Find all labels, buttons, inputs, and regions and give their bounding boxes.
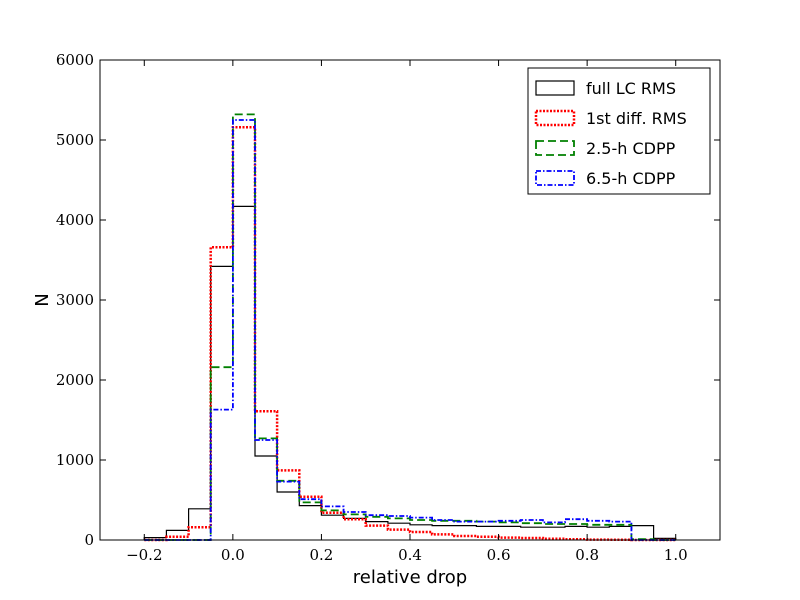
y-tick-label: 3000 <box>56 291 94 309</box>
legend: full LC RMS 1st diff. RMS 2.5-h CDPP 6.5-h … <box>527 67 711 195</box>
x-tick-label: 0.6 <box>487 546 511 564</box>
x-axis-label: relative drop <box>353 567 468 588</box>
y-tick-label: 6000 <box>56 51 94 69</box>
legend-swatch-3 <box>535 140 575 156</box>
axis-ticks: −0.2 0.0 0.2 0.4 0.6 0.8 1.0 0 1000 2000 3000 4000 5… <box>56 51 720 564</box>
x-tick-label: 0.0 <box>221 546 245 564</box>
legend-box <box>527 67 711 195</box>
x-tick-label: 0.2 <box>309 546 333 564</box>
legend-label-4: 6.5-h CDPP <box>586 169 676 188</box>
y-tick-label: 2000 <box>56 371 94 389</box>
legend-label-3: 2.5-h CDPP <box>586 139 676 158</box>
y-tick-label: 0 <box>84 531 94 549</box>
y-tick-label: 5000 <box>56 131 94 149</box>
x-tick-label: 0.8 <box>575 546 599 564</box>
x-tick-label: 1.0 <box>664 546 688 564</box>
legend-label-2: 1st diff. RMS <box>586 109 687 128</box>
series-1-outline <box>143 205 677 540</box>
series-4-outline <box>144 119 676 541</box>
legend-swatch-1 <box>535 80 575 96</box>
legend-swatch-4 <box>535 170 575 186</box>
y-tick-label: 1000 <box>56 451 94 469</box>
legend-label-1: full LC RMS <box>586 79 676 98</box>
legend-swatch-2 <box>534 109 576 127</box>
y-tick-label: 4000 <box>56 211 94 229</box>
y-axis-label: N <box>32 293 53 306</box>
plot-area <box>143 113 677 542</box>
x-tick-label: 0.4 <box>398 546 422 564</box>
x-tick-label: −0.2 <box>126 546 162 564</box>
